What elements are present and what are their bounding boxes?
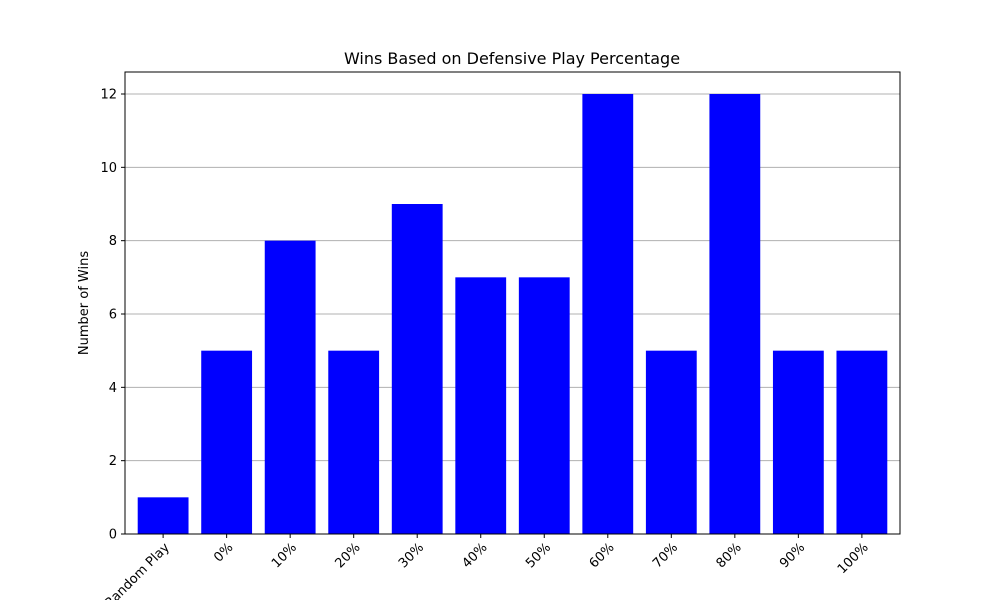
bar [455, 277, 507, 534]
bars [137, 94, 888, 534]
bar [645, 350, 697, 534]
x-tick-label: 40% [460, 540, 491, 571]
x-tick-label: 30% [396, 540, 427, 571]
x-tick-label: 60% [587, 540, 618, 571]
x-tick-label: 10% [269, 540, 300, 571]
bar [264, 240, 316, 534]
x-axis-ticks: Random Play 0% 10% 20% 30% 40% 50% 60% 70% 80% 90%… [102, 534, 872, 600]
x-tick-label: Random Play [102, 540, 173, 600]
x-tick-label: 90% [777, 540, 808, 571]
plot-frame [124, 71, 901, 535]
x-tick-label: 100% [835, 540, 872, 577]
y-tick-label: 6 [109, 308, 117, 323]
gridlines [125, 93, 900, 535]
bar [201, 350, 253, 534]
bar [772, 350, 824, 534]
y-tick-label: 12 [100, 88, 117, 103]
chart-title: Wins Based on Defensive Play Percentage [344, 49, 680, 68]
bar [518, 277, 570, 534]
x-tick-label: 20% [332, 540, 363, 571]
x-tick-label: 50% [523, 540, 554, 571]
y-axis-label: Number of Wins [77, 251, 92, 355]
bar [709, 94, 761, 534]
x-tick-label: 70% [650, 540, 681, 571]
y-tick-label: 8 [109, 234, 117, 249]
x-tick-label: 80% [714, 540, 745, 571]
bar [137, 497, 189, 534]
y-tick-label: 10 [100, 161, 117, 176]
bar [391, 204, 443, 534]
bar [836, 350, 888, 534]
y-tick-label: 2 [109, 454, 117, 469]
bar [582, 94, 634, 534]
x-tick-label: 0% [211, 540, 236, 565]
bar [328, 350, 380, 534]
y-tick-label: 0 [109, 528, 117, 543]
y-tick-label: 4 [109, 381, 117, 396]
y-axis-ticks: 0 2 4 6 8 10 12 [100, 88, 125, 543]
